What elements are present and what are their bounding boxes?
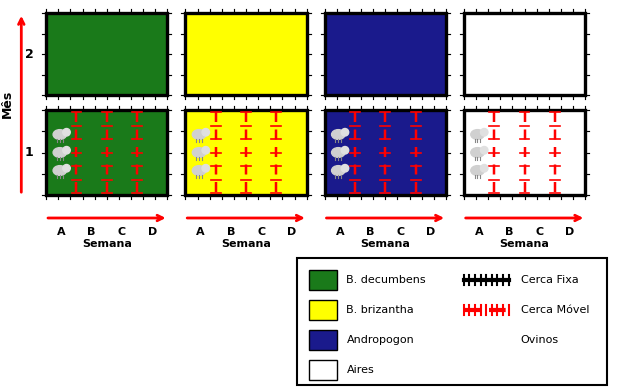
- Text: C: C: [396, 227, 405, 237]
- Text: A: A: [336, 227, 344, 237]
- Text: Ovinos: Ovinos: [521, 335, 558, 345]
- Bar: [308, 330, 336, 350]
- Text: B: B: [226, 227, 235, 237]
- Ellipse shape: [53, 130, 67, 139]
- Bar: [185, 110, 307, 195]
- Text: Mês: Mês: [1, 90, 14, 118]
- Bar: [325, 13, 446, 95]
- Text: Semana: Semana: [221, 239, 271, 249]
- Bar: [46, 110, 167, 195]
- Circle shape: [484, 321, 491, 327]
- Circle shape: [484, 335, 491, 341]
- Bar: [308, 300, 336, 320]
- Text: B: B: [88, 227, 96, 237]
- Text: Semana: Semana: [500, 239, 550, 249]
- Text: Semana: Semana: [82, 239, 132, 249]
- Circle shape: [341, 165, 349, 172]
- Bar: [308, 270, 336, 290]
- Bar: [185, 13, 307, 95]
- Bar: [325, 13, 446, 95]
- Circle shape: [63, 128, 70, 136]
- Circle shape: [341, 128, 349, 136]
- Bar: [464, 13, 585, 95]
- Bar: [464, 110, 585, 195]
- Text: C: C: [118, 227, 126, 237]
- Text: 1: 1: [25, 146, 34, 159]
- Text: B: B: [366, 227, 375, 237]
- Circle shape: [481, 128, 488, 136]
- Circle shape: [63, 147, 70, 154]
- Bar: [46, 13, 167, 95]
- Bar: [297, 258, 607, 385]
- Circle shape: [481, 165, 488, 172]
- Text: D: D: [147, 227, 157, 237]
- Ellipse shape: [53, 147, 67, 158]
- Text: 2: 2: [25, 47, 34, 61]
- Circle shape: [63, 165, 70, 172]
- Text: B: B: [505, 227, 513, 237]
- Bar: [325, 110, 446, 195]
- Text: D: D: [287, 227, 296, 237]
- Bar: [46, 13, 167, 95]
- Ellipse shape: [331, 166, 345, 175]
- Ellipse shape: [471, 147, 484, 158]
- Text: Cerca Móvel: Cerca Móvel: [521, 305, 589, 315]
- Circle shape: [481, 147, 488, 154]
- Text: Andropogon: Andropogon: [347, 335, 414, 345]
- Text: Cerca Fixa: Cerca Fixa: [521, 275, 578, 285]
- Text: C: C: [257, 227, 265, 237]
- Ellipse shape: [331, 147, 345, 158]
- Text: A: A: [57, 227, 65, 237]
- Text: D: D: [565, 227, 574, 237]
- Bar: [464, 13, 585, 95]
- Text: Aires: Aires: [347, 365, 375, 375]
- Text: B. decumbens: B. decumbens: [347, 275, 426, 285]
- Bar: [325, 110, 446, 195]
- Circle shape: [202, 147, 210, 154]
- Bar: [185, 110, 307, 195]
- Ellipse shape: [193, 147, 205, 158]
- Circle shape: [341, 147, 349, 154]
- Ellipse shape: [476, 336, 487, 344]
- Text: B. brizantha: B. brizantha: [347, 305, 414, 315]
- Text: Semana: Semana: [360, 239, 410, 249]
- Circle shape: [202, 128, 210, 136]
- Ellipse shape: [471, 166, 484, 175]
- Ellipse shape: [476, 322, 487, 330]
- Bar: [185, 13, 307, 95]
- Ellipse shape: [331, 130, 345, 139]
- Ellipse shape: [53, 166, 67, 175]
- Bar: [308, 360, 336, 380]
- Circle shape: [202, 165, 210, 172]
- Ellipse shape: [193, 130, 205, 139]
- Text: A: A: [474, 227, 483, 237]
- Text: A: A: [196, 227, 205, 237]
- Text: C: C: [536, 227, 544, 237]
- Bar: [464, 110, 585, 195]
- Ellipse shape: [471, 130, 484, 139]
- Ellipse shape: [193, 166, 205, 175]
- Text: D: D: [426, 227, 436, 237]
- Bar: [46, 110, 167, 195]
